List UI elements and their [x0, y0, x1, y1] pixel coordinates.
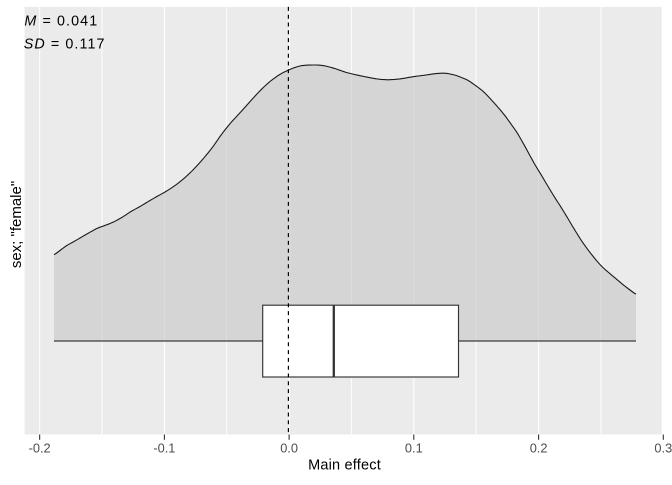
svg-text:-0.2: -0.2: [29, 441, 51, 456]
svg-text:sex; "female": sex; "female": [8, 181, 25, 268]
svg-text:SD = 0.117: SD = 0.117: [24, 36, 106, 52]
svg-text:Main effect: Main effect: [308, 457, 381, 473]
svg-text:-0.1: -0.1: [153, 441, 175, 456]
svg-text:M = 0.041: M = 0.041: [24, 13, 98, 29]
svg-text:0.0: 0.0: [280, 441, 298, 456]
svg-text:0.2: 0.2: [530, 441, 548, 456]
svg-text:0.1: 0.1: [405, 441, 423, 456]
svg-text:0.3: 0.3: [654, 441, 672, 456]
